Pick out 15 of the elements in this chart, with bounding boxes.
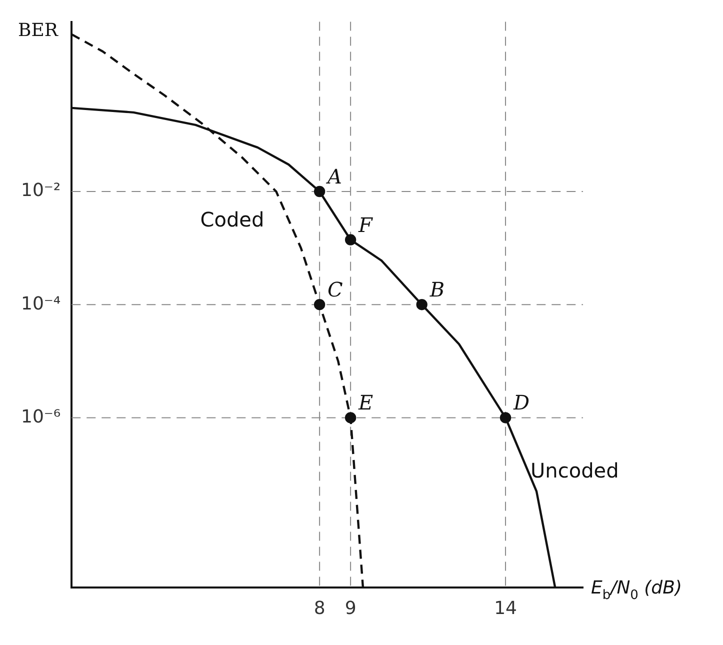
y-axis-title: BER: [18, 20, 58, 41]
x-tick-label: 9: [344, 598, 356, 619]
series-label: Coded: [200, 207, 264, 232]
annotation: E: [358, 390, 374, 415]
annotation: B: [428, 278, 445, 302]
annotation: C: [328, 278, 343, 302]
y-tick-label: 10⁻²: [20, 180, 61, 202]
x-tick-label: 14: [494, 598, 517, 619]
y-tick-label: 10⁻⁴: [20, 293, 61, 314]
y-tick-label: 10⁻⁶: [20, 406, 61, 428]
annotation: F: [358, 212, 374, 237]
series-label: Uncoded: [530, 458, 619, 483]
x-tick-label: 8: [314, 598, 326, 619]
annotation: A: [326, 164, 342, 188]
annotation: D: [512, 390, 530, 415]
